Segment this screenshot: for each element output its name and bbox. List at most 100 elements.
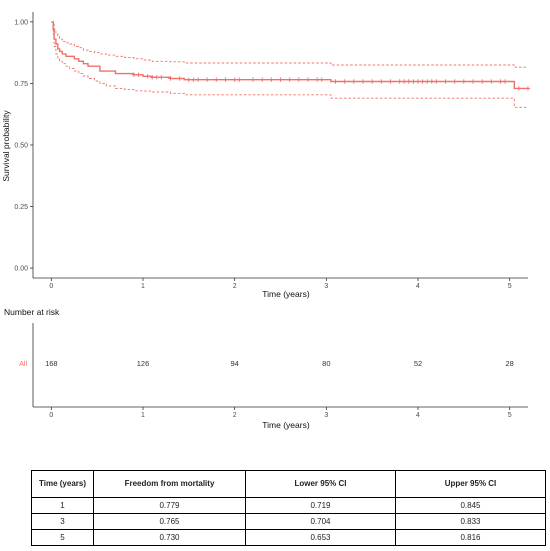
summary-table: Time (years) Freedom from mortality Lowe… xyxy=(31,470,546,546)
censor-mark xyxy=(434,79,439,84)
risk-x-tick-label: 5 xyxy=(508,412,512,419)
risk-strata-label: All xyxy=(19,361,27,368)
censor-mark xyxy=(195,77,201,82)
km-x-tick-label: 5 xyxy=(508,283,512,290)
risk-x-tick-label: 3 xyxy=(324,412,328,419)
km-y-tick-label: 0.00 xyxy=(14,266,28,273)
table-row: 3 0.765 0.704 0.833 xyxy=(31,513,546,530)
censor-mark xyxy=(443,79,448,84)
table-row: 5 0.730 0.653 0.816 xyxy=(31,529,546,546)
risk-table-panel: Number at risk All 168 126 94 80 52 28 0 1 2 3 4 5… xyxy=(4,307,528,430)
km-y-tick-label: 0.25 xyxy=(14,204,28,211)
km-x-tick-label: 1 xyxy=(141,283,145,290)
cell-time: 1 xyxy=(31,497,94,514)
censor-mark xyxy=(287,77,292,82)
censor-mark xyxy=(223,77,228,82)
summary-header-row: Time (years) Freedom from mortality Lowe… xyxy=(31,470,546,498)
km-y-axis-title: Survival probability xyxy=(1,110,11,182)
km-x-axis-title: Time (years) xyxy=(262,289,310,299)
censor-mark xyxy=(269,77,274,82)
censor-mark xyxy=(489,79,494,84)
km-x-tick-label: 2 xyxy=(233,283,237,290)
km-x-tick-label: 0 xyxy=(49,283,53,290)
censor-mark xyxy=(315,77,320,82)
survival-curve-line xyxy=(51,21,528,90)
censor-mark xyxy=(470,79,476,84)
cell-upper-ci: 0.845 xyxy=(395,497,546,514)
censor-mark xyxy=(342,79,347,84)
censor-mark xyxy=(425,79,430,84)
censor-mark xyxy=(260,77,265,82)
censor-mark xyxy=(516,86,521,91)
censor-mark xyxy=(145,74,150,79)
censor-mark xyxy=(415,79,421,84)
censor-mark xyxy=(205,77,210,82)
censor-mark xyxy=(420,79,425,84)
censor-mark xyxy=(136,72,141,77)
censor-mark xyxy=(402,79,407,84)
censor-mark xyxy=(250,77,256,82)
header-freedom: Freedom from mortality xyxy=(93,470,246,498)
cell-freedom: 0.765 xyxy=(93,513,246,530)
header-time: Time (years) xyxy=(31,470,94,498)
censor-mark xyxy=(168,76,173,81)
censor-mark xyxy=(525,86,531,91)
censor-mark xyxy=(177,76,182,81)
censor-mark xyxy=(232,77,237,82)
km-figure: 0.000.250.500.751.000 1 2 3 4 5 Time (years) … xyxy=(1,12,531,430)
censor-mark xyxy=(411,79,416,84)
cell-freedom: 0.730 xyxy=(93,529,246,546)
risk-axes-group: 0 1 2 3 4 5 xyxy=(32,323,528,419)
censor-mark xyxy=(360,79,366,84)
risk-count: 94 xyxy=(230,359,238,368)
censor-mark xyxy=(333,79,338,84)
censor-mark xyxy=(191,77,196,82)
risk-table-title: Number at risk xyxy=(4,307,60,317)
cell-lower-ci: 0.704 xyxy=(245,513,396,530)
risk-count: 80 xyxy=(322,359,330,368)
cell-lower-ci: 0.719 xyxy=(245,497,396,514)
censor-mark xyxy=(388,79,393,84)
censor-mark xyxy=(237,77,242,82)
censor-mark xyxy=(461,79,466,84)
censor-mark xyxy=(319,77,324,82)
cell-time: 5 xyxy=(31,529,94,546)
km-y-tick-label: 1.00 xyxy=(14,19,28,26)
censor-mark xyxy=(502,79,508,84)
censor-mark xyxy=(429,79,434,84)
censor-mark xyxy=(480,79,485,84)
cell-upper-ci: 0.816 xyxy=(395,529,546,546)
km-x-tick-label: 4 xyxy=(416,283,420,290)
km-y-tick-label: 0.50 xyxy=(14,143,28,150)
censor-mark xyxy=(186,77,191,82)
header-lower-ci: Lower 95% CI xyxy=(245,470,396,498)
censor-mark xyxy=(351,79,356,84)
censor-mark xyxy=(131,72,136,77)
censor-mark xyxy=(370,79,375,84)
confidence-band-group xyxy=(51,21,528,108)
cell-upper-ci: 0.833 xyxy=(395,513,546,530)
censor-mark xyxy=(154,75,159,80)
censor-mark xyxy=(379,79,384,84)
censor-mark xyxy=(150,75,155,80)
risk-x-tick-label: 1 xyxy=(141,412,145,419)
risk-count: 28 xyxy=(505,359,513,368)
header-upper-ci: Upper 95% CI xyxy=(395,470,546,498)
censor-mark xyxy=(397,79,402,84)
risk-x-tick-label: 2 xyxy=(233,412,237,419)
censor-mark xyxy=(406,79,411,84)
lower-ci-line xyxy=(51,21,528,108)
risk-count: 168 xyxy=(45,359,58,368)
km-plot-panel: 0.000.250.500.751.000 1 2 3 4 5 Time (years) … xyxy=(1,12,531,299)
censor-mark xyxy=(305,77,311,82)
risk-x-axis-title: Time (years) xyxy=(262,420,310,430)
table-row: 1 0.779 0.719 0.845 xyxy=(31,497,546,514)
risk-count: 52 xyxy=(414,359,422,368)
censor-mark xyxy=(296,77,301,82)
risk-count: 126 xyxy=(137,359,150,368)
risk-x-tick-label: 0 xyxy=(49,412,53,419)
risk-counts-group: 168 126 94 80 52 28 xyxy=(45,359,514,368)
cell-freedom: 0.779 xyxy=(93,497,246,514)
censor-marks-group xyxy=(131,72,531,91)
survival-curve-group xyxy=(51,21,528,90)
